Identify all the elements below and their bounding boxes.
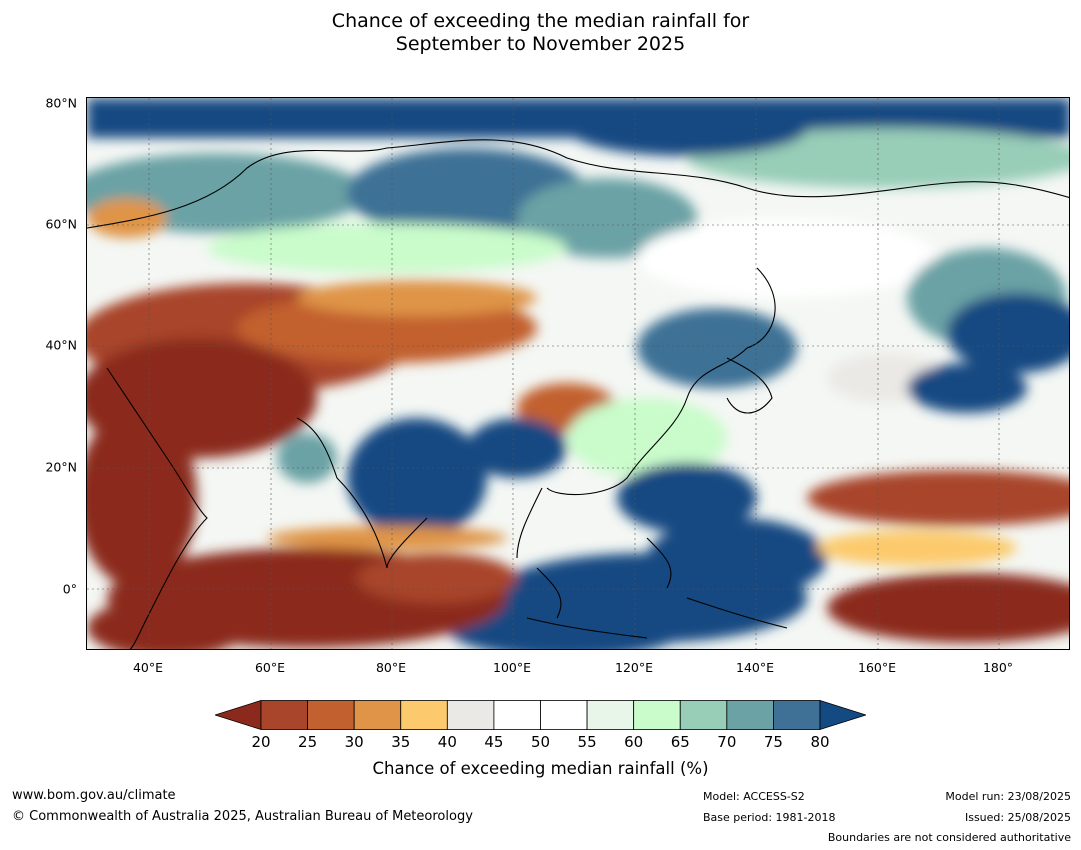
colorbar-tick-label: 40 — [437, 733, 457, 751]
lon-label-60e: 60°E — [254, 660, 286, 675]
lon-label-120e: 120°E — [614, 660, 654, 675]
lat-label-60n: 60°N — [45, 216, 77, 232]
colorbar-bin — [679, 700, 728, 730]
lat-label-0: 0° — [62, 581, 77, 597]
colorbar-bin — [400, 700, 448, 730]
colorbar-bin — [446, 700, 495, 730]
colorbar-bin — [726, 700, 774, 730]
colorbar-tick-label: 80 — [810, 733, 830, 751]
colorbar-tick-label: 35 — [391, 733, 411, 751]
footer-copyright: © Commonwealth of Australia 2025, Austra… — [12, 809, 473, 824]
colorbar-arrow-high — [819, 700, 866, 731]
colorbar-tick-label: 55 — [577, 733, 597, 751]
colorbar-bin — [773, 700, 821, 730]
lat-label-20n: 20°N — [45, 459, 77, 475]
lon-label-160e: 160°E — [857, 660, 897, 675]
lon-label-180: 180° — [982, 660, 1014, 675]
colorbar-bin — [353, 700, 402, 730]
footer-model: Model: ACCESS-S2 — [703, 790, 805, 803]
colorbar-tick-label: 20 — [251, 733, 271, 751]
chart-title: Chance of exceeding the median rainfall … — [0, 10, 1081, 56]
graticule — [87, 98, 1069, 649]
colorbar-tick-label: 30 — [344, 733, 364, 751]
footer-issued: Issued: 25/08/2025 — [964, 811, 1071, 824]
lat-label-80n: 80°N — [45, 95, 77, 111]
lon-label-100e: 100°E — [492, 660, 532, 675]
colorbar-tick-label: 75 — [763, 733, 783, 751]
colorbar-tick-label: 70 — [717, 733, 737, 751]
footer-disclaimer: Boundaries are not considered authoritat… — [827, 831, 1071, 844]
colorbar-bin — [493, 700, 541, 730]
colorbar-bin — [307, 700, 355, 730]
colorbar-bin — [540, 700, 588, 730]
colorbar-tick-label: 45 — [484, 733, 504, 751]
colorbar-tick-label: 50 — [530, 733, 551, 751]
footer-url: www.bom.gov.au/climate — [12, 788, 176, 803]
coastlines — [87, 139, 1069, 649]
colorbar-label: Chance of exceeding median rainfall (%) — [372, 759, 709, 778]
map-svg — [87, 98, 1069, 649]
title-line-1: Chance of exceeding the median rainfall … — [331, 10, 750, 32]
colorbar-tick-label: 65 — [670, 733, 690, 751]
colorbar — [215, 700, 866, 731]
colorbar-tick-label: 25 — [298, 733, 318, 751]
rainfall-probability-map — [86, 97, 1070, 650]
colorbar-tick-label: 60 — [624, 733, 644, 751]
lon-label-140e: 140°E — [735, 660, 775, 675]
lat-label-40n: 40°N — [45, 337, 77, 353]
colorbar-bin — [633, 700, 681, 730]
lon-label-80e: 80°E — [375, 660, 407, 675]
footer-model-run: Model run: 23/08/2025 — [945, 790, 1071, 803]
colorbar-arrow-low — [215, 700, 262, 731]
title-line-2: September to November 2025 — [395, 33, 686, 55]
lon-label-40e: 40°E — [132, 660, 164, 675]
colorbar-bin — [586, 700, 635, 730]
colorbar-bin — [260, 700, 308, 730]
footer-base-period: Base period: 1981-2018 — [703, 811, 836, 824]
